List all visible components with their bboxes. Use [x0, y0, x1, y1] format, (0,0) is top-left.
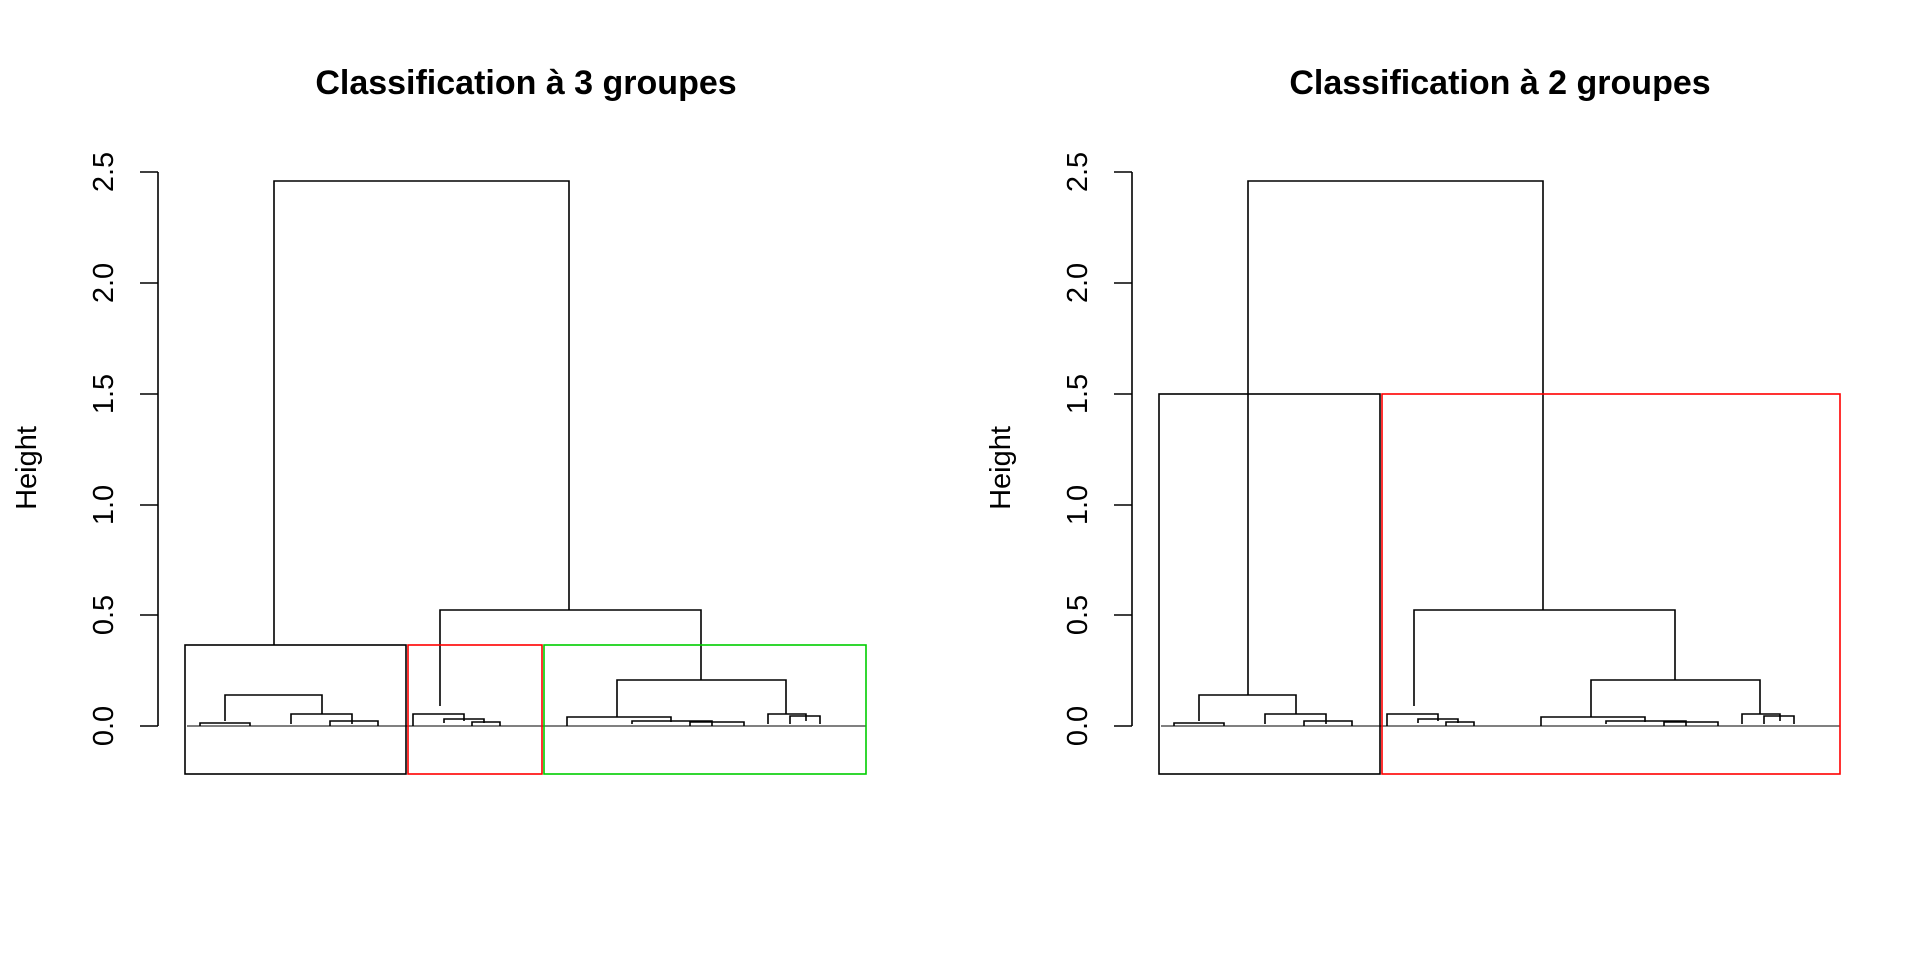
dendrogram-branch — [1413, 609, 1676, 706]
dendrogram-branch — [689, 721, 745, 726]
y-tick-label: 2.0 — [1062, 263, 1094, 303]
dendrogram-branch — [566, 716, 672, 726]
dendrogram-branch — [1590, 679, 1761, 717]
dendrogram-branch — [1741, 713, 1781, 724]
dendrogram-branch-root — [1247, 180, 1544, 695]
dendrogram-branch — [1303, 720, 1353, 726]
dendrogram-branch — [412, 713, 465, 726]
y-tick-label: 0.5 — [88, 595, 120, 635]
dendrogram-branches — [187, 180, 866, 727]
dendrogram-branch — [199, 722, 251, 726]
dendrogram-branch — [1198, 694, 1297, 721]
chart-title: Classification à 2 groupes — [1289, 64, 1710, 102]
dendrogram-branch — [443, 718, 485, 723]
cluster-rectangle — [1158, 393, 1381, 775]
dendrogram-branch — [1386, 713, 1439, 726]
dendrogram-branch — [616, 679, 787, 717]
cluster-rectangle — [184, 644, 407, 775]
y-axis: 0.0 0.5 1.0 1.5 2.0 2.5 — [88, 152, 159, 746]
dendrogram-branch — [224, 694, 323, 721]
cluster-rectangle — [1381, 393, 1841, 775]
y-tick-label: 2.5 — [88, 152, 120, 192]
chart-title: Classification à 3 groupes — [315, 64, 736, 102]
dendrogram-branch — [329, 720, 379, 726]
y-tick-label: 1.0 — [1062, 485, 1094, 525]
y-tick-label: 2.0 — [88, 263, 120, 303]
y-tick-label: 0.0 — [1062, 706, 1094, 746]
dendrogram-branch — [1605, 720, 1687, 726]
dendrogram-branch — [789, 715, 821, 724]
dendrogram-branch-root — [273, 180, 570, 645]
dendrogram-branch — [631, 720, 713, 726]
cluster-rectangles — [1158, 393, 1841, 775]
dendrogram-panel-3-groups: Classification à 3 groupes Height 0.0 0.… — [11, 64, 867, 775]
y-tick-label: 1.0 — [88, 485, 120, 525]
dendrogram-branch — [1540, 716, 1646, 726]
dendrogram-branch — [1173, 722, 1225, 726]
y-tick-label: 2.5 — [1062, 152, 1094, 192]
y-axis-label: Height — [11, 426, 43, 510]
y-tick-label: 1.5 — [1062, 374, 1094, 414]
dendrogram-branch — [1763, 715, 1795, 724]
dendrogram-branch — [1663, 721, 1719, 726]
y-axis: 0.0 0.5 1.0 1.5 2.0 2.5 — [1062, 152, 1133, 746]
dendrogram-branch — [1264, 713, 1327, 724]
dendrogram-branch — [439, 609, 702, 706]
y-tick-label: 0.0 — [88, 706, 120, 746]
dendrogram-panel-2-groups: Classification à 2 groupes Height 0.0 0.… — [985, 64, 1841, 775]
dendrogram-branches — [1161, 180, 1840, 727]
cluster-rectangles — [184, 644, 867, 775]
cluster-rectangle — [407, 644, 543, 775]
cluster-rectangle — [543, 644, 867, 775]
dendrogram-branch — [1445, 721, 1475, 726]
y-axis-label: Height — [985, 426, 1017, 510]
y-tick-label: 1.5 — [88, 374, 120, 414]
dendrogram-branch — [471, 721, 501, 726]
dendrogram-branch — [290, 713, 353, 724]
dendrogram-branch — [767, 713, 807, 724]
dendrogram-branch — [1417, 718, 1459, 723]
y-tick-label: 0.5 — [1062, 595, 1094, 635]
